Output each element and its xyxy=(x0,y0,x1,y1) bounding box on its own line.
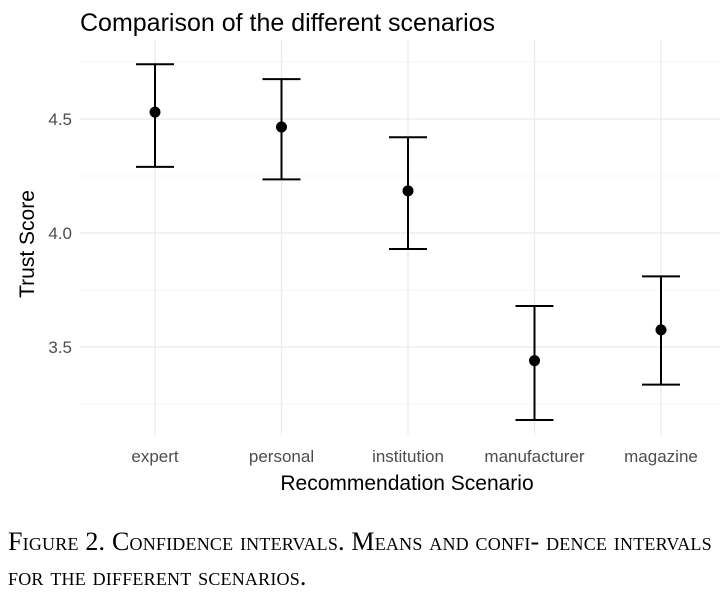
x-tick-label: personal xyxy=(249,447,314,466)
y-axis-ticks: 3.5 4.0 4.5 xyxy=(48,110,72,357)
y-tick-label: 4.5 xyxy=(48,110,72,129)
x-tick-label: magazine xyxy=(624,447,698,466)
y-tick-label: 4.0 xyxy=(48,224,72,243)
chart: 3.5 4.0 4.5 expert personal institution manuf… xyxy=(16,9,720,495)
x-tick-label: expert xyxy=(131,447,179,466)
x-tick-label: manufacturer xyxy=(484,447,584,466)
mean-point-expert xyxy=(149,106,161,118)
mean-point-magazine xyxy=(655,324,667,336)
x-axis-ticks: expert personal institution manufacturer mag… xyxy=(131,447,697,466)
error-bar-series xyxy=(136,63,680,421)
x-tick-label: institution xyxy=(372,447,444,466)
y-axis-label: Trust Score xyxy=(16,190,39,298)
mean-point-personal xyxy=(276,121,287,133)
grid xyxy=(80,40,720,435)
chart-title: Comparison of the different scenarios xyxy=(80,9,495,37)
mean-point-manufacturer xyxy=(529,355,540,367)
figure-caption: Figure 2. Confidence intervals. Means an… xyxy=(8,527,712,591)
mean-point-institution xyxy=(402,185,414,197)
y-tick-label: 3.5 xyxy=(48,338,72,357)
x-axis-label: Recommendation Scenario xyxy=(280,472,533,495)
